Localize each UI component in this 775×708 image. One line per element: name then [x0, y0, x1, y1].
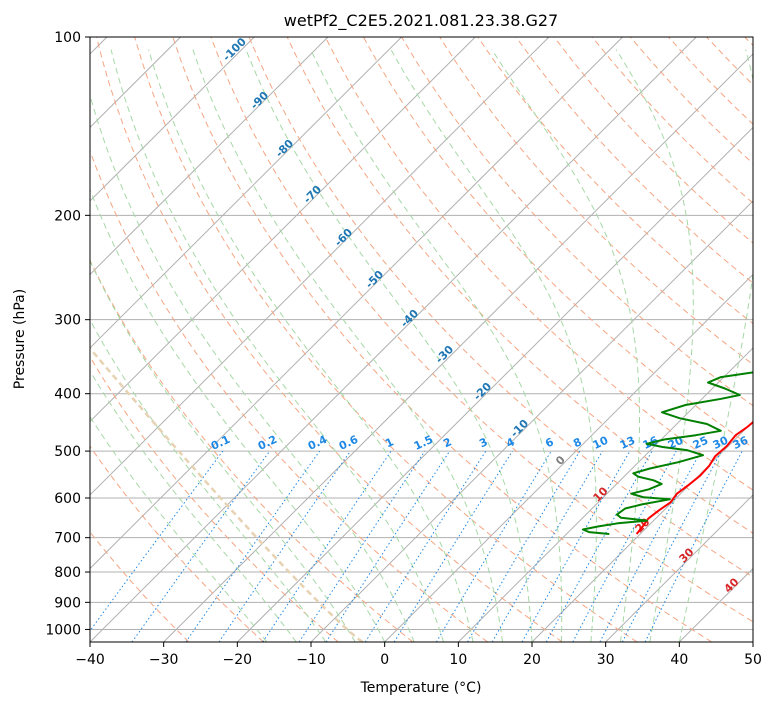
mixing-ratio-label: 36: [731, 434, 751, 452]
isotherm-line: [384, 273, 753, 642]
moist-adiabat-line: [90, 259, 356, 642]
isotherm-line: [90, 37, 255, 202]
dry-adiabat-line: [515, 37, 753, 284]
isotherm-line: [90, 37, 623, 570]
y-tick-label: 900: [54, 595, 81, 611]
moist-adiabat-line: [390, 49, 597, 642]
mixing-ratio-label: 13: [618, 434, 637, 452]
isotherm-line: [90, 37, 402, 349]
mixing-ratio-line: [90, 450, 224, 632]
x-tick-label: −10: [296, 652, 326, 668]
dry-adiabat-line: [210, 37, 753, 623]
moist-adiabat-line: [615, 49, 694, 642]
mixing-ratio-line: [572, 450, 677, 642]
y-tick-label: 300: [54, 313, 81, 329]
x-tick-label: 10: [449, 652, 467, 668]
mixing-ratio-line: [185, 450, 321, 642]
x-tick-label: −30: [149, 652, 179, 668]
dry-adiabat-line: [477, 37, 753, 325]
isotherm-line: [90, 37, 697, 642]
y-tick-label: 1000: [45, 622, 81, 638]
moist-adiabat-line: [90, 318, 327, 642]
mixing-ratio-line: [325, 450, 451, 642]
mixing-ratio-line: [521, 450, 631, 642]
y-tick-label: 700: [54, 531, 81, 547]
y-tick-label: 600: [54, 491, 81, 507]
isotherm-line: [457, 347, 753, 642]
isotherm-line: [163, 53, 753, 642]
dry-adiabat-line: [96, 37, 563, 642]
y-tick-label: 200: [54, 208, 81, 224]
dry-adiabat-line: [248, 37, 753, 578]
y-tick-label: 800: [54, 565, 81, 581]
x-axis-label: Temperature (°C): [360, 680, 482, 696]
dry-adiabat-line: [90, 445, 264, 642]
chart-title: wetPf2_C2E5.2021.081.23.38.G27: [284, 11, 558, 31]
dry-adiabat-line: [324, 37, 753, 491]
x-tick-label: 40: [670, 652, 688, 668]
y-tick-label: 100: [54, 30, 81, 46]
mixing-ratio-label: 25: [691, 434, 710, 452]
x-tick-label: −20: [223, 652, 253, 668]
dry-adiabat-line: [90, 355, 339, 642]
mixing-ratio-line: [644, 450, 743, 642]
moist-adiabat-line: [90, 93, 415, 642]
x-tick-label: 50: [744, 652, 762, 668]
mixing-ratio-line: [545, 450, 653, 642]
x-tick-label: −40: [75, 652, 105, 668]
mixing-ratio-line: [262, 450, 392, 642]
moist-adiabat-line: [90, 370, 297, 642]
moist-adiabat-line: [310, 49, 563, 642]
moist-adiabat-line: [245, 49, 533, 642]
x-tick-label: 0: [380, 652, 389, 668]
dry-adiabat-line: [134, 37, 638, 642]
moist-adiabat-line: [678, 49, 753, 642]
mixing-ratio-line: [393, 450, 513, 642]
moist-adiabat-line: [110, 49, 445, 642]
moist-adiabat-line: [491, 49, 640, 642]
isotherm-line: [90, 37, 329, 276]
isotherm-line: [90, 37, 550, 496]
dry-adiabat-line: [172, 37, 712, 642]
isotherm-line: [236, 126, 753, 642]
mixing-ratio-label: 10: [591, 434, 611, 452]
dewpoint-line: [581, 371, 753, 535]
x-tick-label: 20: [523, 652, 541, 668]
y-axis-label: Pressure (hPa): [12, 289, 28, 389]
plot-frame: [89, 36, 754, 643]
temperature-line: [635, 420, 753, 535]
x-tick-label: 30: [597, 652, 615, 668]
isotherm-line: [531, 420, 753, 642]
moist-adiabat-line: [192, 49, 503, 642]
moist-adiabat-line: [148, 49, 474, 642]
isotherm-line: [605, 494, 753, 642]
isotherm-line: [90, 37, 476, 423]
y-tick-label: 400: [54, 387, 81, 403]
mixing-ratio-line: [298, 450, 426, 642]
y-tick-label: 500: [54, 444, 81, 460]
saturation-curve: [90, 346, 364, 642]
mixing-ratio-line: [218, 450, 351, 642]
mixing-ratio-line: [131, 450, 271, 642]
moist-adiabat-line: [90, 415, 268, 642]
mixing-ratio-line: [364, 450, 487, 642]
